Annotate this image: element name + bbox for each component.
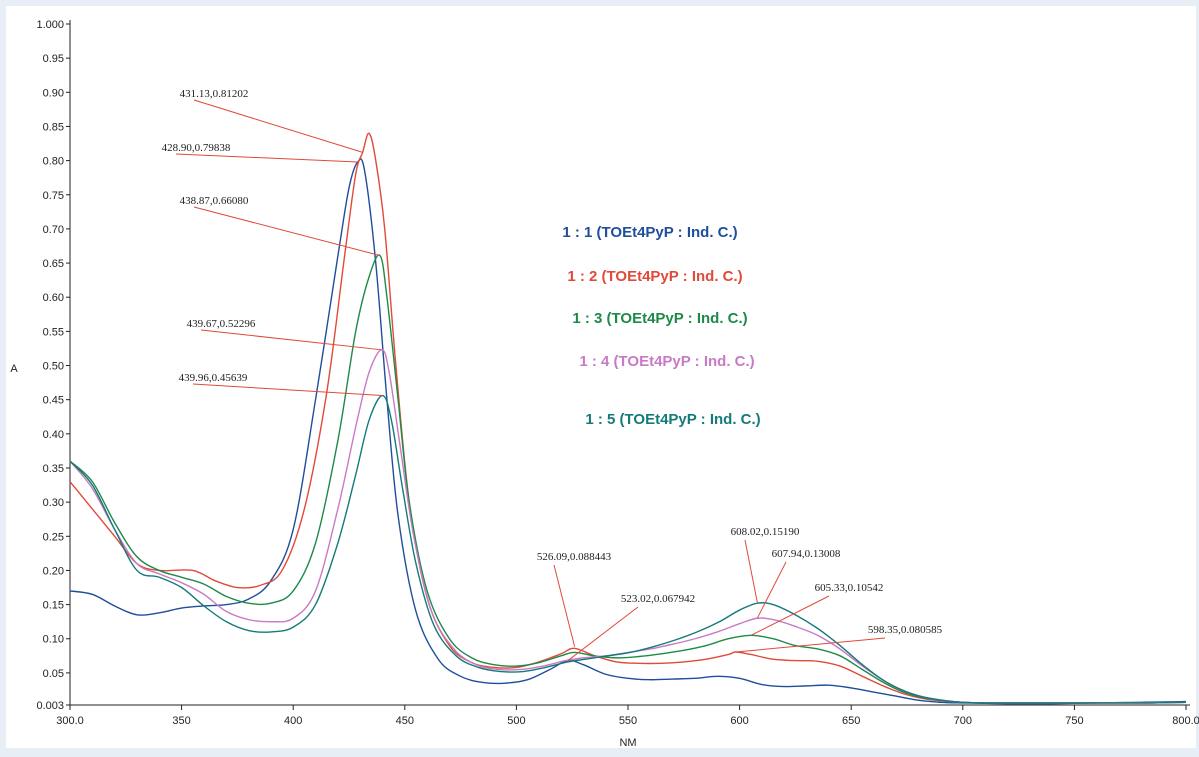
peak-leader-line <box>735 637 886 653</box>
y-tick-label: 0.05 <box>43 668 64 680</box>
x-tick-label: 700 <box>954 715 972 727</box>
y-tick-label: 0.45 <box>43 395 64 407</box>
peak-label: 428.90,0.79838 <box>162 142 231 154</box>
x-tick-label: 550 <box>619 715 637 727</box>
y-tick-label: 0.90 <box>43 87 64 99</box>
x-tick-label: 600 <box>730 715 748 727</box>
peak-leader-line <box>175 153 358 163</box>
y-tick-label: 0.003 <box>36 700 64 712</box>
y-tick-label: 0.70 <box>43 224 64 236</box>
peak-label: 526.09,0.088443 <box>537 551 612 563</box>
y-tick-label: 0.15 <box>43 600 64 612</box>
y-tick-label: 0.10 <box>43 634 64 646</box>
y-tick-label: 0.25 <box>43 531 64 543</box>
legend-item-2: 1 : 2 (TOEt4PyP : Ind. C.) <box>567 268 742 285</box>
series-line-1 <box>69 158 1187 705</box>
y-tick-label: 0.65 <box>43 258 64 270</box>
y-tick-label: 0.85 <box>43 121 64 133</box>
y-tick-label: 0.40 <box>43 429 64 441</box>
peak-leader-line <box>751 595 830 636</box>
x-tick-label: 300.0 <box>56 715 84 727</box>
x-tick-label: 750 <box>1065 715 1083 727</box>
legend: 1 : 1 (TOEt4PyP : Ind. C.) 1 : 2 (TOEt4Py… <box>562 224 760 428</box>
y-tick-label: 0.35 <box>43 463 64 475</box>
peak-label: 523.02,0.067942 <box>621 593 695 605</box>
x-tick-label: 650 <box>842 715 860 727</box>
x-tick-label: 450 <box>396 715 414 727</box>
series-line-5 <box>69 394 1187 704</box>
peak-label: 608.02,0.15190 <box>731 526 800 538</box>
peak-label: 598.35,0.080585 <box>868 624 943 636</box>
y-tick-label: 0.20 <box>43 565 64 577</box>
peak-label: 439.67,0.52296 <box>187 318 256 330</box>
y-tick-label: 0.55 <box>43 326 64 338</box>
y-tick-label: 0.80 <box>43 156 64 168</box>
y-tick-label: 0.50 <box>43 361 64 373</box>
y-axis-title: A <box>10 363 18 375</box>
x-tick-label: 500 <box>507 715 525 727</box>
peak-leader-line <box>200 329 382 351</box>
peak-label: 438.87,0.66080 <box>180 195 249 207</box>
series-line-2 <box>69 132 1187 704</box>
y-tick-label: 0.60 <box>43 292 64 304</box>
x-tick-label: 800.0 <box>1172 715 1199 727</box>
axes: 300.0 350 400 450 500 550 600 650 700 750 800.0 0.0… <box>36 19 1199 727</box>
peak-label: 607.94,0.13008 <box>772 548 841 560</box>
x-tick-label: 400 <box>284 715 302 727</box>
peak-leader-line <box>192 383 383 397</box>
peak-leader-line <box>756 561 787 619</box>
peak-leader-line <box>193 99 363 153</box>
peak-label: 439.96,0.45639 <box>179 372 248 384</box>
y-tick-label: 0.75 <box>43 190 64 202</box>
x-axis-title: NM <box>619 737 636 749</box>
y-tick-label: 0.95 <box>43 53 64 65</box>
legend-item-1: 1 : 1 (TOEt4PyP : Ind. C.) <box>562 224 737 241</box>
series-line-3 <box>69 254 1187 704</box>
x-tick-label: 350 <box>172 715 190 727</box>
y-tick-label: 0.30 <box>43 497 64 509</box>
peak-label: 605.33,0.10542 <box>815 582 884 594</box>
peak-leader-line <box>744 539 758 604</box>
plot-background <box>6 6 1196 748</box>
legend-item-4: 1 : 4 (TOEt4PyP : Ind. C.) <box>579 353 754 370</box>
series-line-4 <box>69 349 1187 704</box>
peak-leader-line <box>193 206 381 257</box>
peak-leader-line <box>567 606 639 662</box>
series-lines <box>69 132 1187 705</box>
peak-label: 431.13,0.81202 <box>180 88 249 100</box>
peak-annotations: 431.13,0.81202 428.90,0.79838 438.87,0.660… <box>162 88 943 662</box>
legend-item-5: 1 : 5 (TOEt4PyP : Ind. C.) <box>585 411 760 428</box>
legend-item-3: 1 : 3 (TOEt4PyP : Ind. C.) <box>572 310 747 327</box>
y-tick-label: 1.000 <box>36 19 64 31</box>
peak-leader-line <box>553 564 576 647</box>
